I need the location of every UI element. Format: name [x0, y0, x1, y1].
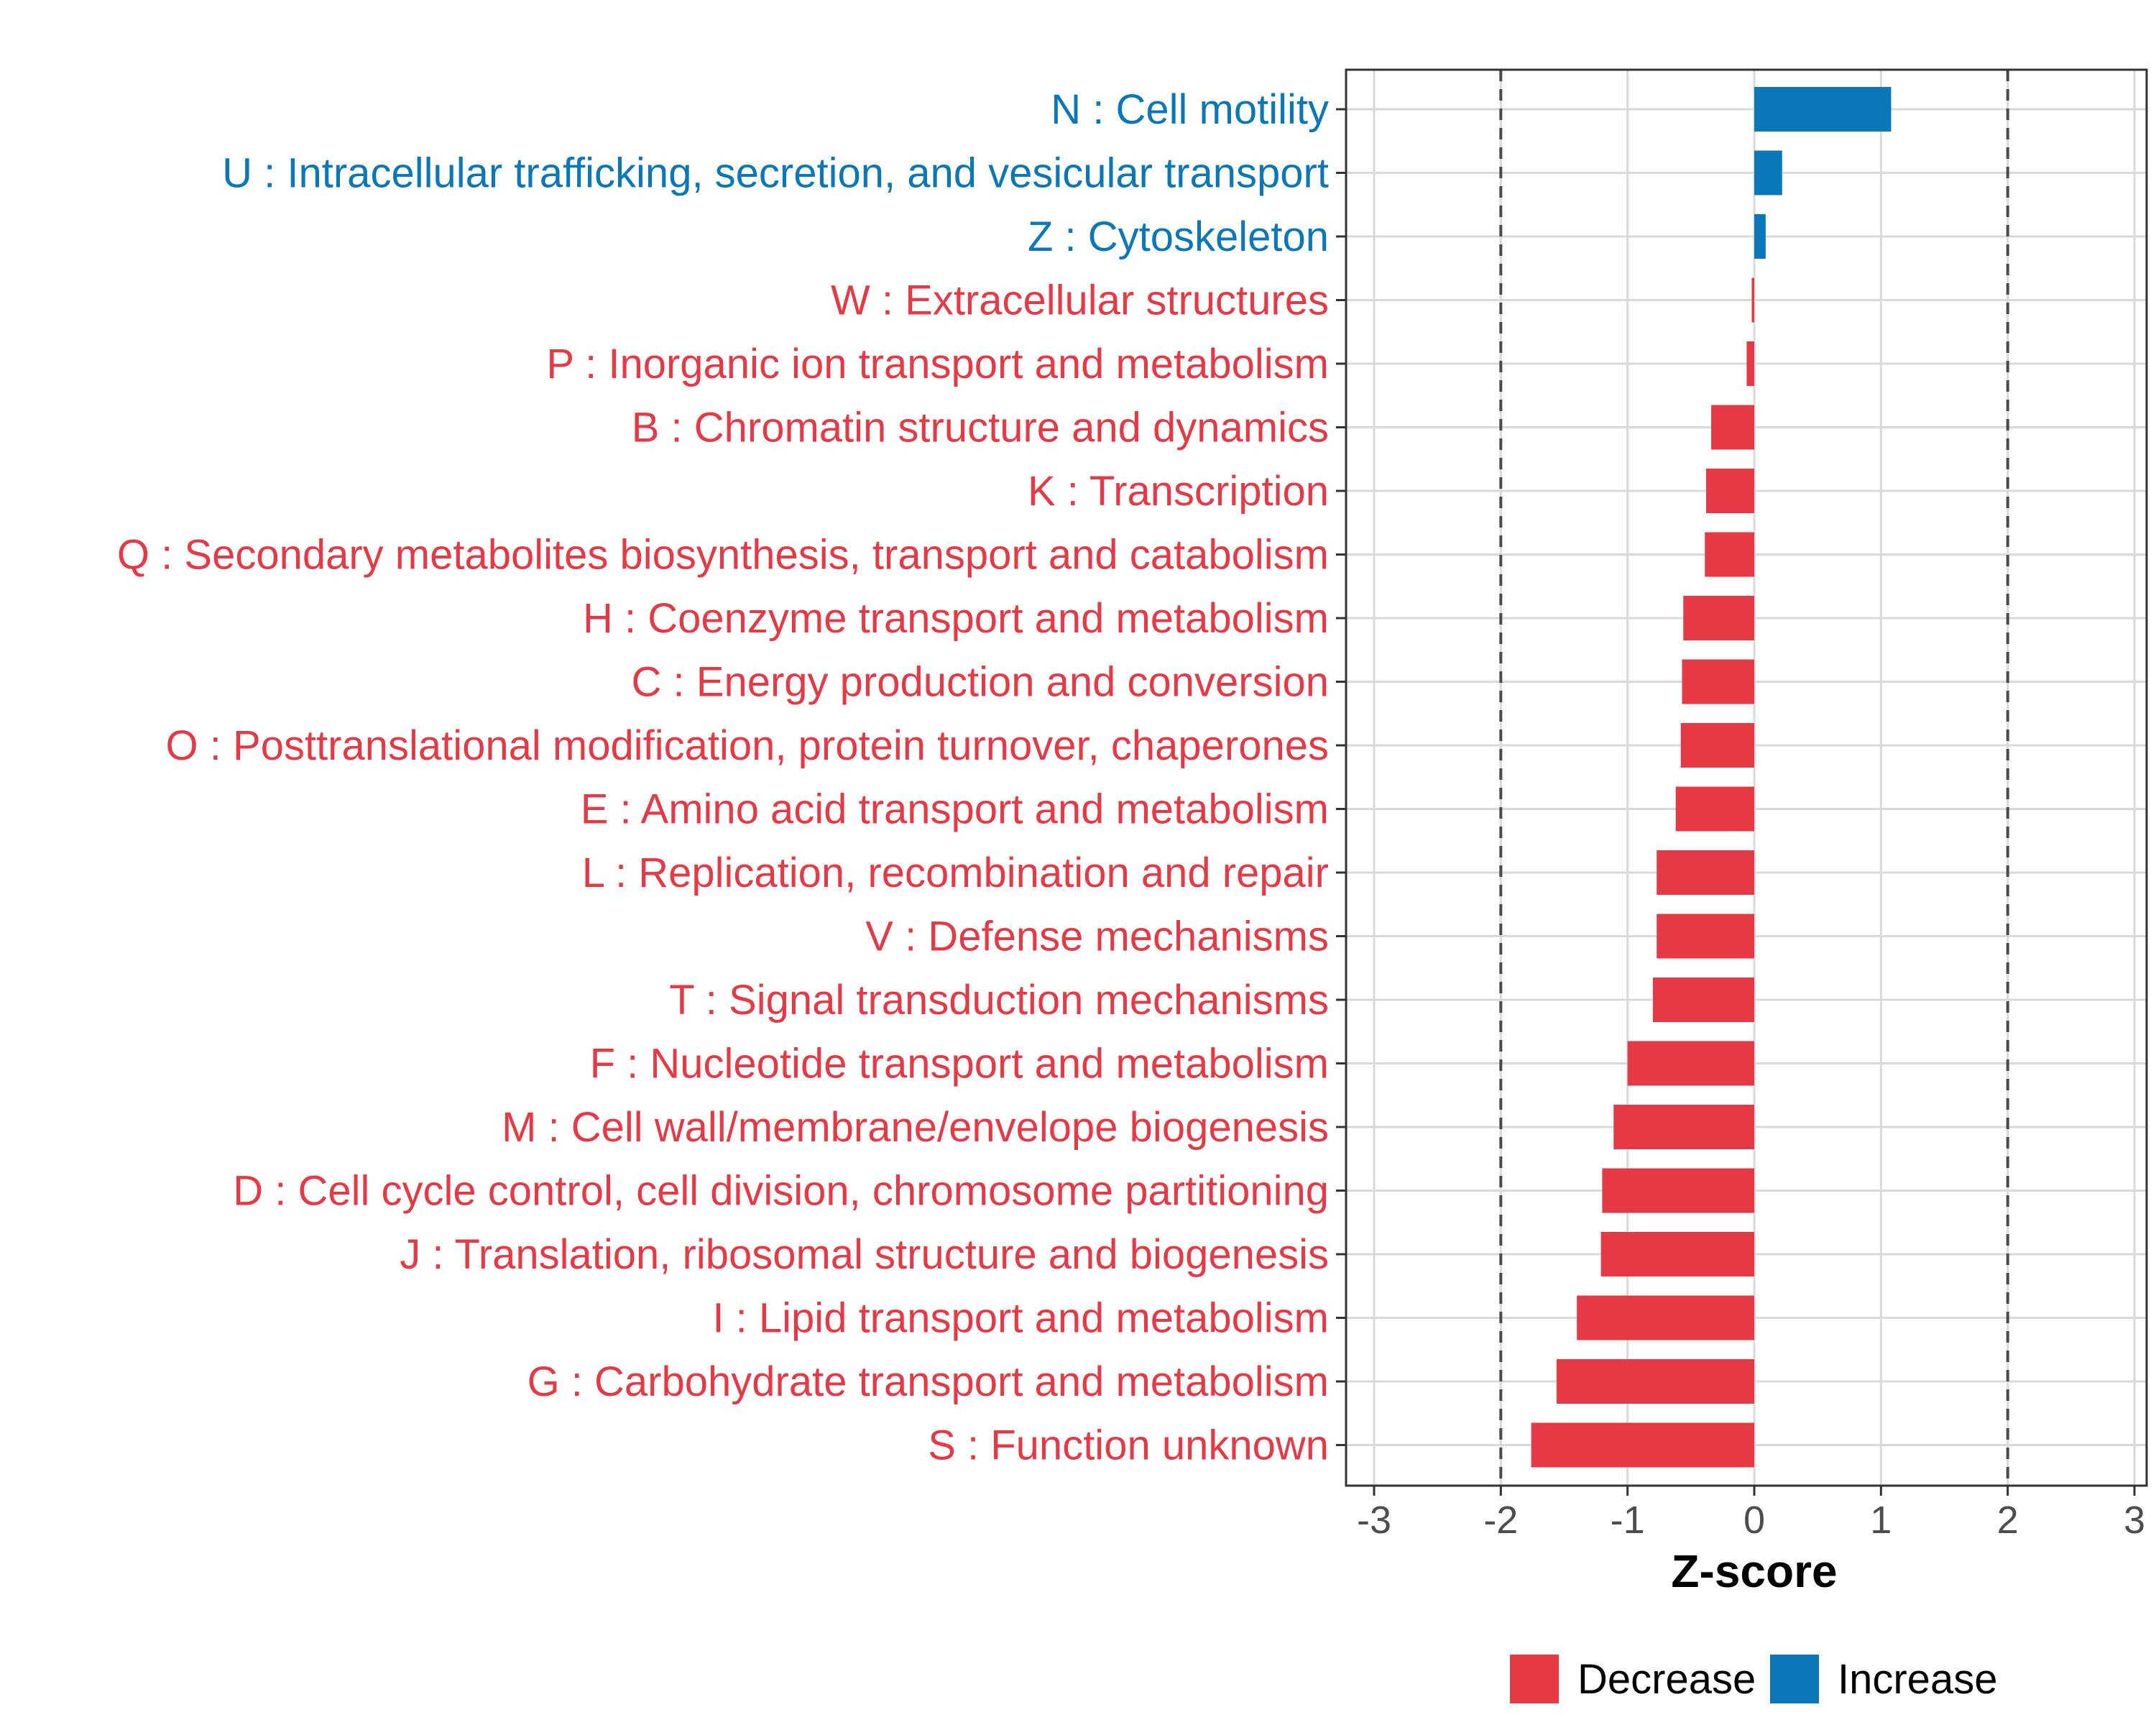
legend: Decrease Increase [1510, 1655, 1997, 1703]
category-label: P : Inorganic ion transport and metaboli… [546, 341, 1329, 387]
bar [1531, 1422, 1754, 1468]
category-label: U : Intracellular trafficking, secretion… [222, 150, 1329, 197]
bar [1657, 914, 1754, 959]
panel-border [1345, 68, 2148, 1487]
category-label: N : Cell motility [1051, 86, 1329, 133]
bar [1556, 1359, 1754, 1404]
category-label: E : Amino acid transport and metabolism [581, 786, 1329, 833]
x-axis-title: Z-score [1671, 1545, 1837, 1597]
legend-swatch-increase [1770, 1655, 1819, 1703]
category-label: F : Nucleotide transport and metabolism [590, 1041, 1329, 1087]
bar [1754, 87, 1892, 132]
bar [1577, 1295, 1754, 1340]
bar [1682, 659, 1754, 704]
x-tick-label: -1 [1611, 1499, 1645, 1542]
category-label: J : Translation, ribosomal structure and… [400, 1231, 1329, 1278]
category-label: T : Signal transduction mechanisms [669, 977, 1329, 1024]
category-label: D : Cell cycle control, cell division, c… [233, 1168, 1329, 1215]
bar [1613, 1105, 1754, 1149]
bar [1627, 1041, 1754, 1086]
category-label: K : Transcription [1028, 468, 1329, 515]
bar [1680, 723, 1754, 768]
x-tick-label: -2 [1483, 1499, 1518, 1542]
legend-label-decrease: Decrease [1577, 1656, 1756, 1703]
y-axis-ticks [1336, 108, 1346, 1446]
bar [1705, 469, 1754, 513]
bar [1657, 850, 1754, 895]
category-label: S : Function unknown [928, 1422, 1329, 1469]
x-tick-label: 2 [1997, 1499, 2019, 1542]
category-label: M : Cell wall/membrane/envelope biogenes… [502, 1104, 1329, 1151]
category-labels: N : Cell motility U : Intracellular traff… [117, 86, 1329, 1469]
category-label: V : Defense mechanisms [865, 914, 1329, 960]
bar [1705, 532, 1754, 577]
category-label: I : Lipid transport and metabolism [712, 1295, 1329, 1342]
legend-swatch-decrease [1510, 1655, 1559, 1703]
category-label: G : Carbohydrate transport and metabolis… [528, 1358, 1329, 1405]
x-tick-label: 3 [2124, 1499, 2145, 1542]
category-label: B : Chromatin structure and dynamics [632, 405, 1329, 451]
x-tick-label: 0 [1743, 1499, 1765, 1542]
bar [1683, 596, 1754, 640]
category-label: O : Posttranslational modification, prot… [166, 722, 1329, 769]
category-label: H : Coenzyme transport and metabolism [583, 595, 1329, 642]
bar [1652, 978, 1754, 1022]
bar [1600, 1232, 1754, 1276]
category-label: Z : Cytoskeleton [1028, 213, 1329, 260]
x-tick-label: 1 [1870, 1499, 1892, 1542]
category-label: L : Replication, recombination and repai… [582, 850, 1329, 896]
x-tick-label: -3 [1357, 1499, 1391, 1542]
category-label: C : Energy production and conversion [632, 659, 1329, 706]
bar [1711, 405, 1754, 450]
reference-lines [1499, 70, 2009, 1486]
bar [1751, 277, 1754, 323]
bars [1531, 87, 1892, 1468]
bar [1754, 214, 1766, 259]
x-axis-ticks: -3 -2 -1 0 1 2 3 [1357, 1486, 2145, 1542]
category-label: W : Extracellular structures [831, 277, 1329, 324]
legend-label-increase: Increase [1838, 1656, 1997, 1703]
category-label: Q : Secondary metabolites biosynthesis, … [117, 532, 1329, 579]
bar [1675, 786, 1754, 832]
bar [1602, 1168, 1754, 1213]
bar [1746, 341, 1754, 386]
bar [1754, 150, 1782, 196]
